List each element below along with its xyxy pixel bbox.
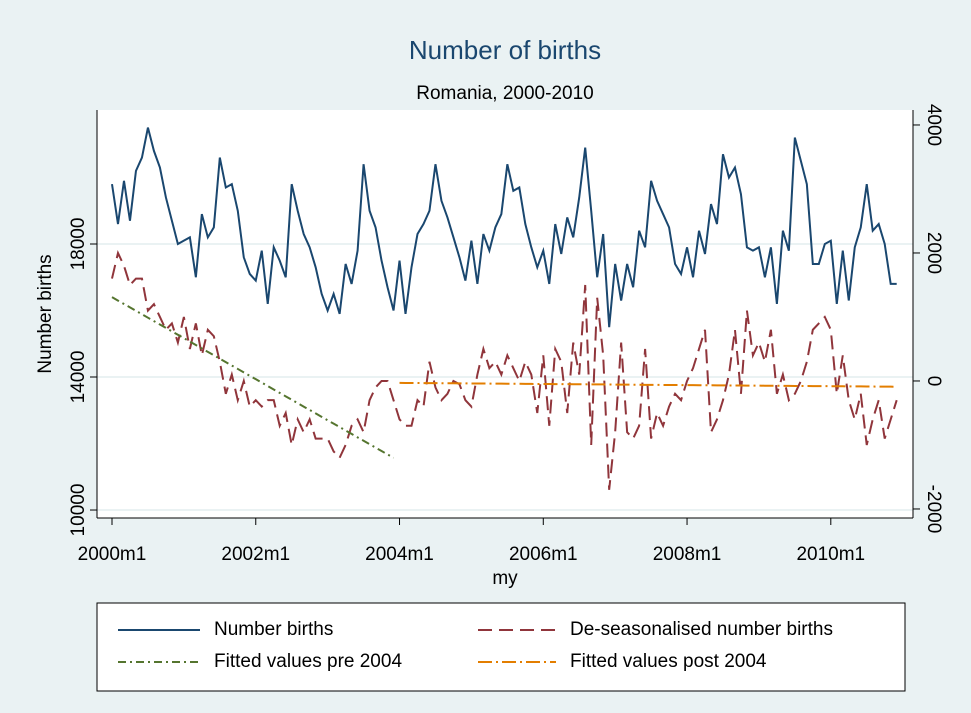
legend-label: Fitted values pre 2004 — [214, 651, 402, 672]
y-tick-label: 18000 — [68, 218, 89, 271]
x-tick-label: 2008m1 — [653, 544, 722, 565]
legend-label: Number births — [214, 619, 333, 640]
x-tick-label: 2002m1 — [221, 544, 290, 565]
y-axis-label: Number births — [35, 254, 56, 373]
x-tick-label: 2010m1 — [796, 544, 865, 565]
legend-label: Fitted values post 2004 — [570, 651, 767, 672]
series-line — [111, 249, 898, 490]
chart-title: Number of births — [409, 35, 601, 65]
y-tick-label: 10000 — [68, 484, 89, 537]
y2-tick-label: 4000 — [923, 104, 944, 146]
legend-label: De-seasonalised number births — [570, 619, 833, 640]
y2-tick-label: 2000 — [923, 232, 944, 274]
y2-tick-label: 0 — [923, 376, 944, 387]
y-tick-label: 14000 — [68, 351, 89, 404]
y2-tick-label: -2000 — [923, 485, 944, 534]
legend-box — [96, 602, 906, 692]
x-tick-label: 2006m1 — [509, 544, 578, 565]
x-tick-label: 2004m1 — [365, 544, 434, 565]
series-line — [111, 296, 395, 459]
x-axis-label: my — [492, 568, 518, 589]
x-tick-label: 2000m1 — [78, 544, 147, 565]
series-line — [111, 127, 897, 328]
chart-subtitle: Romania, 2000-2010 — [416, 83, 593, 104]
series-line — [399, 381, 897, 388]
